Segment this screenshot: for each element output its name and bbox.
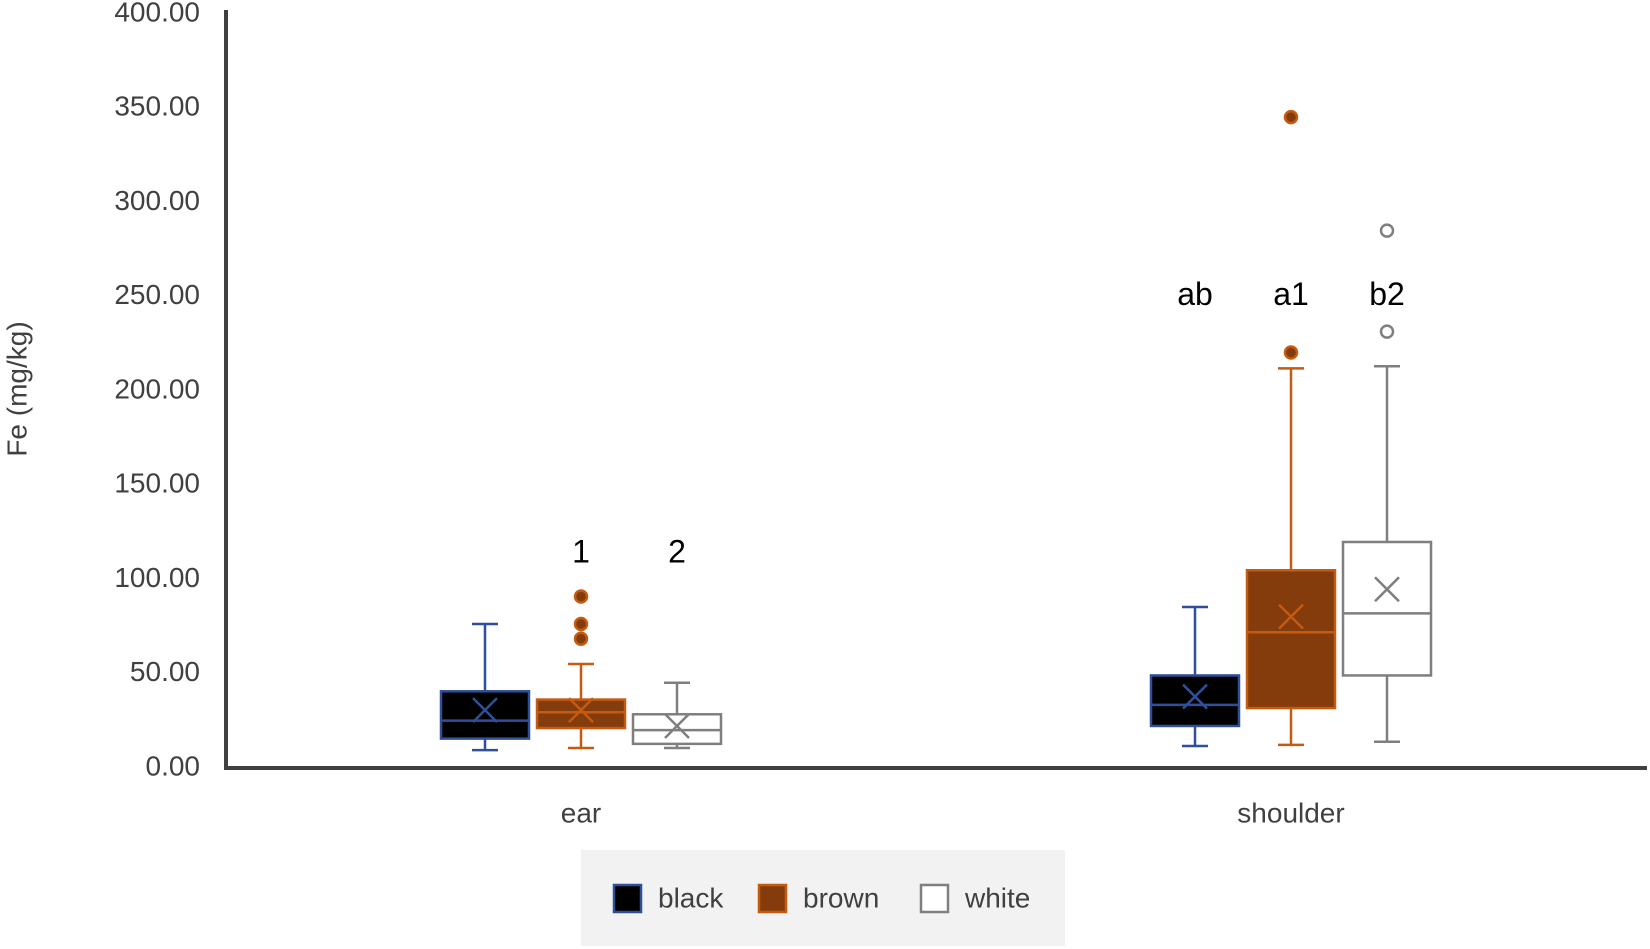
- mean-marker: [472, 697, 498, 724]
- outlier: [573, 616, 589, 632]
- mean-marker: [1278, 603, 1304, 630]
- annotation: a1: [1273, 276, 1309, 312]
- mean-marker: [1374, 576, 1400, 603]
- mean-marker: [664, 713, 690, 739]
- y-tick-label: 200.00: [114, 373, 200, 404]
- legend-label: black: [658, 882, 724, 913]
- box: [1341, 540, 1433, 677]
- y-tick-label: 250.00: [114, 279, 200, 310]
- legend-label: brown: [803, 882, 879, 913]
- box: [1149, 674, 1241, 728]
- annotation: 2: [668, 533, 686, 569]
- y-tick-label: 50.00: [130, 656, 200, 687]
- legend-box: [581, 850, 1065, 946]
- outlier: [1283, 345, 1299, 360]
- mean-marker: [1182, 683, 1208, 710]
- legend-swatch: [612, 883, 643, 914]
- outlier: [1379, 223, 1395, 238]
- legend-swatch: [919, 883, 950, 914]
- mean-marker: [568, 697, 594, 724]
- legend-label: white: [964, 882, 1030, 913]
- outlier: [1283, 109, 1299, 125]
- annotation: b2: [1369, 276, 1405, 312]
- y-tick-label: 0.00: [146, 750, 201, 781]
- box: [535, 698, 627, 730]
- y-tick-label: 150.00: [114, 468, 200, 499]
- box: [1245, 569, 1337, 710]
- y-axis-label: Fe (mg/kg): [1, 321, 32, 456]
- y-tick-label: 350.00: [114, 91, 200, 122]
- y-tick-label: 400.00: [114, 0, 200, 27]
- outlier: [1379, 324, 1395, 339]
- outlier: [573, 631, 589, 646]
- y-tick-label: 300.00: [114, 185, 200, 216]
- x-tick-label: ear: [561, 797, 601, 828]
- y-tick-label: 100.00: [114, 562, 200, 593]
- annotation: ab: [1177, 276, 1213, 312]
- box: [439, 690, 531, 740]
- annotation: 1: [572, 533, 590, 569]
- outlier: [573, 589, 589, 604]
- x-tick-label: shoulder: [1237, 797, 1344, 828]
- legend-swatch: [757, 883, 788, 914]
